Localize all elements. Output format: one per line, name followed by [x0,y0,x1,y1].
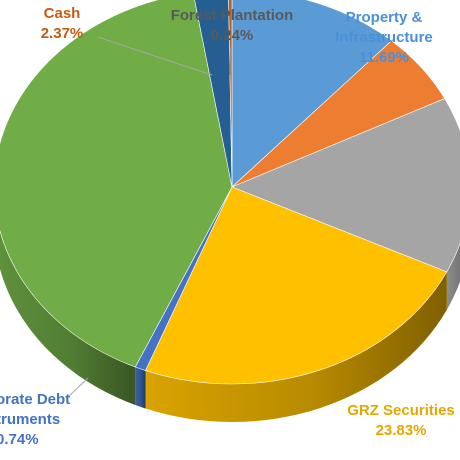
slice-grz-securities-3[interactable] [145,186,448,385]
data-label-name: Cash [44,5,81,22]
data-label-name: GRZ Securities [347,402,455,419]
data-label-name: Forest Plantation [171,7,294,24]
data-label-value: 11.69% [359,49,409,66]
pie-top-slices [0,0,460,385]
pie-side-walls [0,230,460,422]
slice-side-shade-4 [135,367,146,409]
slice-unlabeled-2[interactable] [231,98,460,273]
data-label-forest-plantation: Forest Plantation 0.24% [171,7,294,44]
data-label-cash: Cash 2.37% [41,5,84,42]
data-label-name: truments [0,411,60,428]
data-label-value: 23.83% [376,422,427,439]
data-label-grz-securities: GRZ Securities 23.83% [347,402,455,439]
data-label-name: orate Debt [0,391,70,408]
slice-unlabeled-5[interactable] [0,0,233,368]
data-label-name: Infrastructure [335,29,433,46]
leader-line-cash [97,36,213,76]
slice-property-infrastructure-0[interactable] [231,0,392,188]
slice-cash-6[interactable] [193,0,233,188]
data-label-name: Property & [346,9,423,26]
data-label-value: 0.74% [0,431,39,448]
data-label-corporate-debt-instruments: orate Debt truments 0.74% [0,391,70,448]
data-label-property-infrastructure: Property & Infrastructure 11.69% [335,9,433,66]
leader-lines [67,36,231,398]
leader-line-corporate-debt-instruments [67,377,89,398]
slice-side-shade-2 [446,243,460,310]
data-label-value: 0.24% [211,27,254,44]
slice-side-shade-5 [0,230,136,406]
data-label-value: 2.37% [41,25,84,42]
slice-labels: Property & Infrastructure 11.69% GRZ Securi… [0,5,455,448]
slice-side-shade-3 [145,271,447,422]
slice-forest-plantation-7[interactable] [228,0,233,188]
